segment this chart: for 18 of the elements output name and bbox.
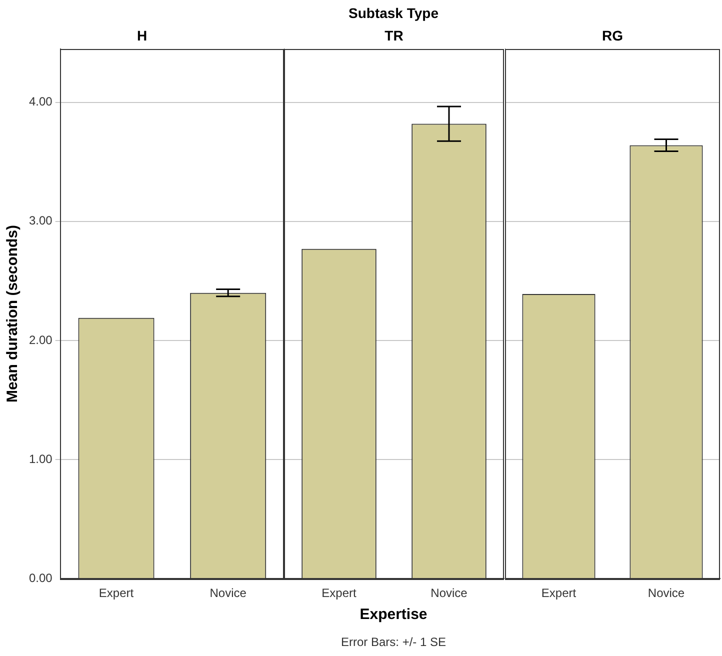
y-tick-label: 3.00 xyxy=(28,214,53,228)
x-tick-label: Expert xyxy=(541,586,577,600)
text: Error Bars: +/- 1 SE xyxy=(340,635,448,649)
y-tick-label: 2.00 xyxy=(28,332,53,347)
y-tick-label: 0.00 xyxy=(28,570,53,585)
x-tick-label: Novice xyxy=(430,586,468,600)
y-tick-label: 1.00 xyxy=(28,452,53,466)
y-axis-title: Mean duration (seconds) xyxy=(4,224,22,402)
x-tick-label: Novice xyxy=(210,586,247,600)
chart-title: TR xyxy=(384,27,404,44)
chart-title: RG xyxy=(602,27,624,44)
x-tick-label: Novice xyxy=(648,586,685,600)
x-tick-label: Expert xyxy=(98,586,134,600)
x-tick-label: Expert xyxy=(322,586,358,600)
y-tick-label: 4.00 xyxy=(28,94,53,109)
chart-title: H xyxy=(136,27,148,44)
x-axis-title: Expertise xyxy=(358,606,428,623)
text: Subtask Type xyxy=(348,5,440,21)
